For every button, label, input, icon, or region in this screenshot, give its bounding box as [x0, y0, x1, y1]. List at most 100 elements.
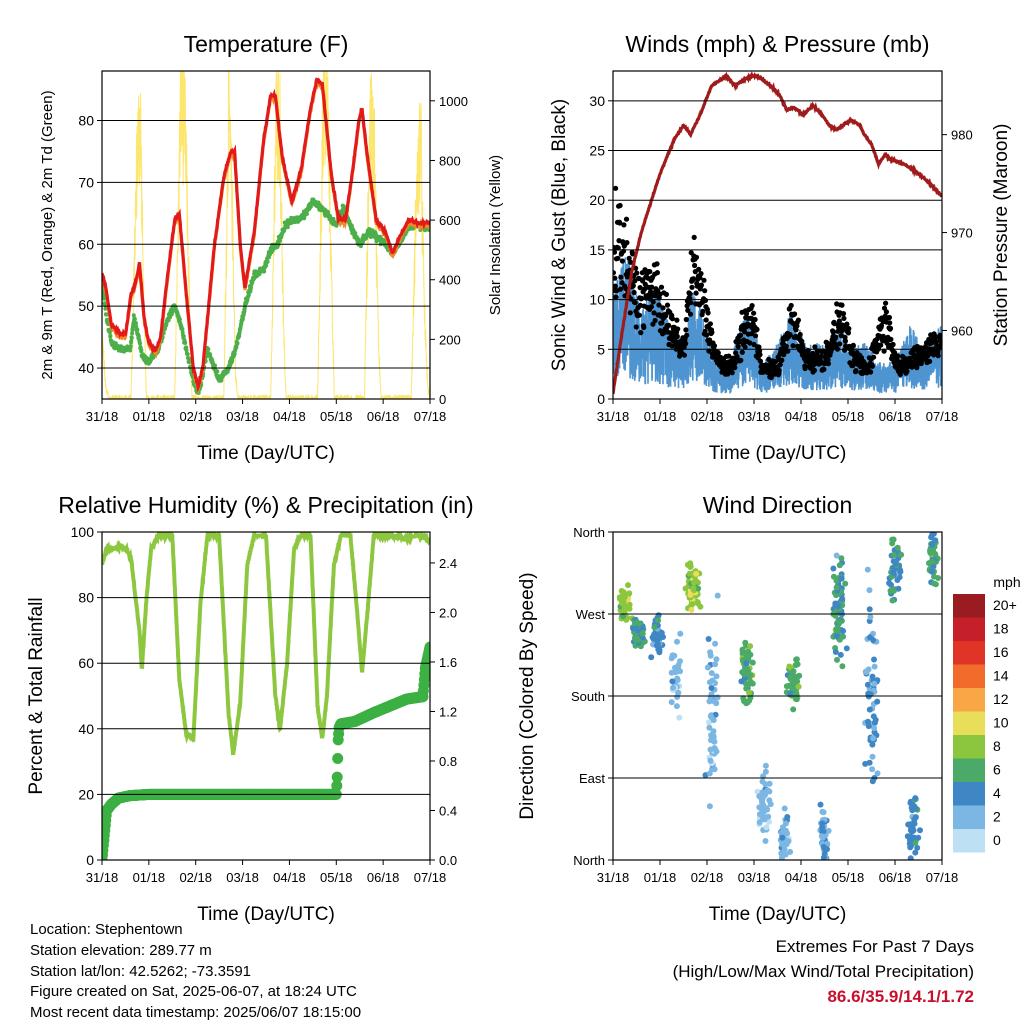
y-tick-label: 60 — [78, 236, 94, 252]
direction-point — [864, 566, 871, 573]
direction-point — [743, 660, 750, 667]
gust-point — [788, 302, 794, 309]
direction-point — [830, 565, 837, 572]
direction-point — [890, 569, 897, 576]
legend-label: 18 — [993, 621, 1009, 637]
direction-point — [759, 800, 766, 807]
direction-point — [872, 716, 879, 723]
gust-point — [639, 295, 645, 301]
direction-point — [863, 669, 870, 676]
y-right-tick-label: 0.8 — [439, 754, 457, 769]
direction-point — [712, 640, 719, 647]
gust-point — [705, 310, 711, 316]
direction-point — [711, 698, 718, 705]
direction-point — [743, 665, 749, 672]
direction-point — [897, 568, 904, 575]
legend-label: 12 — [993, 691, 1009, 707]
gust-point — [824, 340, 830, 346]
direction-point — [928, 568, 935, 575]
insolation-line — [102, 71, 430, 399]
gust-point — [805, 347, 811, 354]
gust-point — [935, 353, 941, 359]
dewpoint-point — [358, 244, 363, 249]
direction-point — [707, 649, 714, 656]
direction-point — [874, 698, 881, 705]
direction-point — [907, 834, 914, 841]
gust-point — [887, 325, 894, 331]
direction-point — [820, 854, 827, 860]
direction-point — [837, 651, 844, 658]
gust-point — [772, 359, 779, 365]
y-right-tick-label: 400 — [439, 273, 461, 288]
direction-point — [687, 564, 694, 570]
gust-point — [630, 283, 636, 289]
y-right-tick-label: 1000 — [439, 94, 468, 109]
direction-point — [756, 819, 763, 826]
direction-point — [779, 841, 786, 848]
gust-point — [711, 343, 718, 349]
direction-point — [712, 661, 719, 668]
temp-2m-line — [102, 77, 430, 393]
gust-point — [641, 324, 647, 330]
gust-point — [693, 254, 700, 260]
y-right-tick-label: 1.2 — [439, 704, 457, 719]
direction-chart: North East South West North 31/18 01/18 02/18 03… — [517, 492, 1021, 925]
legend-label: 6 — [993, 762, 1001, 778]
gust-point — [666, 322, 672, 328]
direction-point — [784, 814, 791, 820]
direction-point — [839, 633, 846, 640]
direction-point — [894, 544, 901, 551]
x-tick-label: 03/18 — [738, 870, 771, 885]
direction-point — [706, 770, 713, 777]
direction-point — [867, 614, 874, 620]
gust-point — [683, 341, 689, 347]
direction-point — [710, 728, 717, 735]
direction-point — [839, 663, 846, 670]
gust-point — [842, 338, 849, 344]
direction-point — [674, 694, 681, 700]
dewpoint-point — [206, 347, 211, 352]
gust-point — [878, 342, 884, 348]
direction-point — [818, 833, 825, 840]
direction-point — [871, 663, 878, 670]
gust-point — [888, 336, 894, 342]
y-right-tick-label: 2.0 — [439, 605, 457, 620]
dewpoint-point — [213, 363, 217, 368]
gust-point — [895, 353, 901, 359]
direction-point — [688, 606, 695, 613]
direction-point — [625, 582, 631, 589]
dewpoint-point — [134, 321, 138, 326]
y-right-tick-label: 0.0 — [439, 853, 457, 868]
direction-point — [781, 846, 788, 853]
legend-label: 0 — [993, 832, 1001, 848]
temperature-data — [102, 71, 430, 399]
y-right-tick-label: 0.4 — [439, 803, 457, 818]
dewpoint-point — [128, 348, 133, 353]
dewpoint-point — [232, 351, 237, 356]
x-tick-label: 05/18 — [320, 870, 353, 885]
direction-point — [794, 661, 801, 668]
plot-frame — [101, 70, 431, 400]
direction-point — [763, 824, 770, 831]
gust-point — [684, 332, 690, 338]
direction-point — [915, 834, 922, 841]
direction-point — [932, 537, 939, 544]
y-tick-label: 0 — [86, 852, 94, 868]
gust-point — [674, 317, 680, 323]
direction-point — [747, 678, 754, 685]
x-tick-label: 04/18 — [785, 409, 818, 424]
dewpoint-point — [139, 348, 144, 353]
gust-point — [637, 285, 643, 291]
gust-point — [825, 357, 831, 363]
direction-point — [832, 649, 839, 655]
gust-point — [853, 368, 859, 374]
dewpoint-point — [135, 327, 140, 332]
direction-point — [932, 581, 939, 588]
gust-point — [904, 368, 910, 374]
direction-point — [836, 562, 843, 569]
direction-point — [787, 848, 794, 855]
direction-point — [929, 558, 936, 565]
gust-point — [613, 249, 618, 255]
direction-point — [839, 595, 846, 602]
gust-point — [648, 304, 655, 310]
